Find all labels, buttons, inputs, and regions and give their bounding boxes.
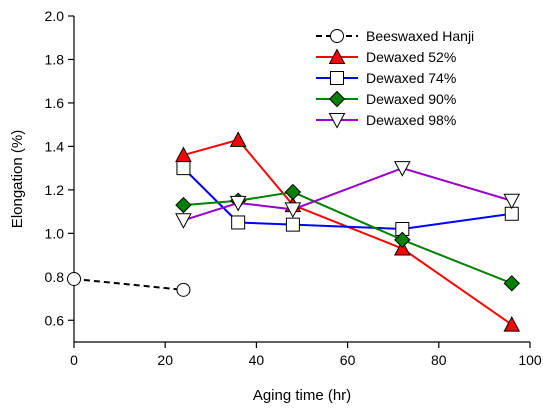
series-line [183,191,513,285]
x-tick-label: 80 [431,352,447,368]
series-3 [175,183,520,292]
legend-label: Beeswaxed Hanji [366,28,474,44]
y-tick-label: 1.4 [45,138,65,154]
x-tick-label: 20 [157,352,173,368]
data-point [229,131,247,147]
data-point [176,282,191,297]
data-point [285,217,300,232]
legend-marker [328,48,346,64]
data-point [284,202,302,218]
data-point [503,193,521,210]
series-line [73,277,184,291]
y-tick-label: 1.8 [45,51,65,67]
data-point [284,183,302,201]
series-layer [67,131,521,332]
series-line [183,167,513,222]
legend-marker [330,71,344,85]
x-tick-label: 100 [518,352,542,368]
x-tick-label: 0 [70,352,78,368]
series-4 [175,161,521,229]
data-point [503,275,520,292]
data-point [231,215,246,230]
data-point [394,231,411,249]
data-point [67,271,81,286]
data-point [175,213,192,229]
y-axis-label: Elongation (%) [9,130,26,228]
legend-item: Dewaxed 90% [316,90,456,108]
data-point [176,161,191,176]
y-tick-label: 1.0 [45,225,65,241]
axes: 0 20 40 60 80 100 0.6 0.8 1.0 1.2 1.4 1.6 1.8 2.0 [45,8,542,368]
legend-label: Dewaxed 90% [366,91,456,107]
y-tick-label: 2.0 [45,8,65,24]
legend-label: Dewaxed 98% [366,112,456,128]
legend-label: Dewaxed 52% [366,49,456,65]
x-axis-label: Aging time (hr) [253,387,351,404]
legend: Beeswaxed Hanji Dewaxed 52% Dewaxed 74% Dew… [316,28,474,129]
series-1 [175,131,521,332]
data-point [229,195,247,212]
legend-item: Beeswaxed Hanji [316,28,474,44]
y-tick-label: 1.6 [45,95,65,111]
data-point [393,161,411,177]
x-tick-label: 40 [249,352,265,368]
legend-marker [330,29,344,43]
y-tick-label: 0.8 [45,269,65,285]
data-point [175,196,192,214]
legend-marker [328,113,346,129]
legend-marker [328,90,346,108]
x-tick-label: 60 [340,352,356,368]
legend-item: Dewaxed 52% [316,48,456,65]
legend-item: Dewaxed 74% [316,70,456,86]
y-tick-label: 1.2 [45,182,65,198]
series-2 [176,161,519,236]
y-tick-label: 0.6 [45,312,65,328]
series-0 [67,271,191,297]
legend-item: Dewaxed 98% [316,112,456,129]
legend-label: Dewaxed 74% [366,70,456,86]
series-line [183,138,513,326]
data-point [503,316,521,332]
